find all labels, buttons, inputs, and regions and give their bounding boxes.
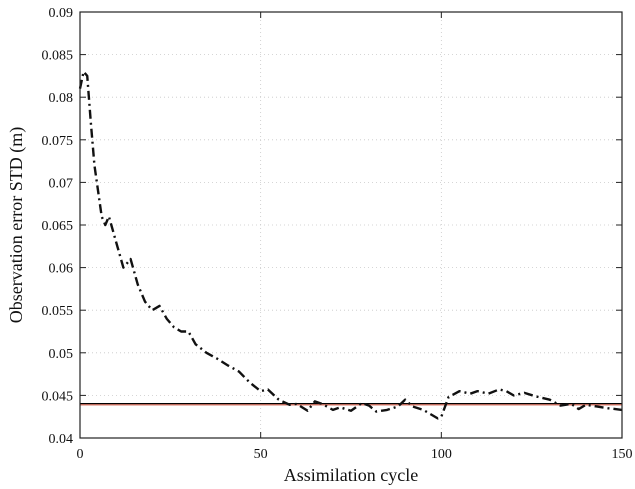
x-axis-label: Assimilation cycle — [284, 465, 418, 485]
y-tick-label: 0.08 — [49, 91, 74, 106]
grid-lines — [80, 12, 622, 438]
x-tick-label: 100 — [431, 447, 452, 462]
y-tick-label: 0.085 — [42, 49, 74, 64]
y-tick-label: 0.045 — [42, 389, 74, 404]
x-tick-label: 0 — [77, 447, 84, 462]
y-tick-labels: 0.04 0.045 0.05 0.055 0.06 0.065 0.07 0.075 0.08… — [42, 6, 74, 447]
x-tick-label: 50 — [254, 447, 268, 462]
y-tick-label: 0.05 — [49, 347, 74, 362]
y-tick-label: 0.075 — [42, 134, 74, 149]
x-tick-label: 150 — [612, 447, 633, 462]
y-axis-label: Observation error STD (m) — [6, 127, 27, 323]
data-series — [78, 70, 623, 420]
y-tick-label: 0.06 — [49, 262, 74, 277]
y-tick-label: 0.09 — [49, 6, 74, 21]
x-tick-labels: 0 50 100 150 — [77, 447, 633, 462]
y-tick-label: 0.055 — [42, 304, 74, 319]
y-tick-label: 0.04 — [49, 432, 74, 447]
y-tick-label: 0.07 — [49, 176, 74, 191]
axis-ticks — [79, 11, 623, 439]
y-tick-label: 0.065 — [42, 219, 74, 234]
series-line-observation-error — [78, 70, 623, 420]
